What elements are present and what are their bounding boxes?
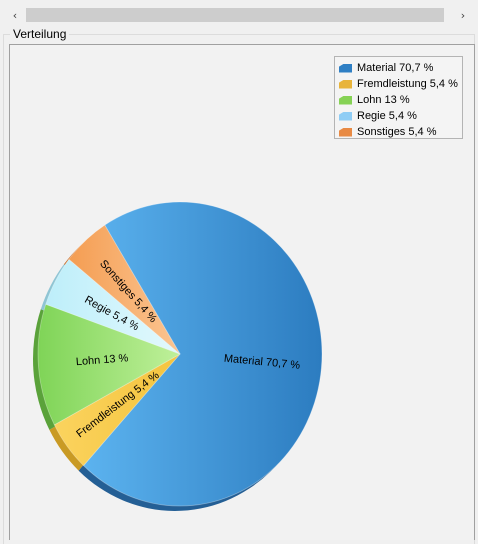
pie-slice-fremdleistung[interactable] bbox=[53, 353, 181, 467]
chevron-left-icon: ‹ bbox=[12, 8, 18, 22]
legend-swatch-lohn bbox=[339, 95, 352, 105]
legend-item-fremdleistung: Fremdleistung 5,4 % bbox=[339, 76, 462, 92]
pie-slice-regie[interactable] bbox=[45, 258, 181, 355]
pie-label-lohn: Lohn 13 % bbox=[75, 352, 129, 368]
legend-swatch-material bbox=[339, 63, 352, 73]
pie-slice-sonstiges[interactable] bbox=[68, 224, 181, 355]
scroll-left-button[interactable]: ‹ bbox=[6, 6, 24, 24]
legend-swatch-fremdleistung bbox=[339, 79, 352, 89]
legend-label-fremdleistung: Fremdleistung 5,4 % bbox=[357, 78, 458, 90]
legend-item-sonstiges: Sonstiges 5,4 % bbox=[339, 124, 462, 140]
groupbox-title: Verteilung bbox=[10, 27, 70, 41]
legend-label-material: Material 70,7 % bbox=[357, 62, 434, 74]
legend-swatch-sonstiges bbox=[339, 127, 352, 137]
pie-slice-material[interactable] bbox=[83, 201, 323, 507]
legend-item-material: Material 70,7 % bbox=[339, 60, 462, 76]
legend-label-lohn: Lohn 13 % bbox=[357, 94, 410, 106]
legend-label-regie: Regie 5,4 % bbox=[357, 110, 417, 122]
chart-legend: Material 70,7 % Fremdleistung 5,4 % Lohn… bbox=[334, 56, 463, 139]
pie-slices bbox=[37, 201, 323, 507]
legend-item-lohn: Lohn 13 % bbox=[339, 92, 462, 108]
scroll-right-button[interactable]: › bbox=[454, 6, 472, 24]
legend-label-sonstiges: Sonstiges 5,4 % bbox=[357, 126, 437, 138]
chevron-right-icon: › bbox=[460, 8, 466, 22]
legend-swatch-regie bbox=[339, 111, 352, 121]
pie-slice-lohn[interactable] bbox=[37, 303, 181, 426]
scrollbar-thumb[interactable] bbox=[26, 8, 444, 22]
legend-item-regie: Regie 5,4 % bbox=[339, 108, 462, 124]
horizontal-scrollbar[interactable]: ‹ › bbox=[6, 6, 478, 24]
